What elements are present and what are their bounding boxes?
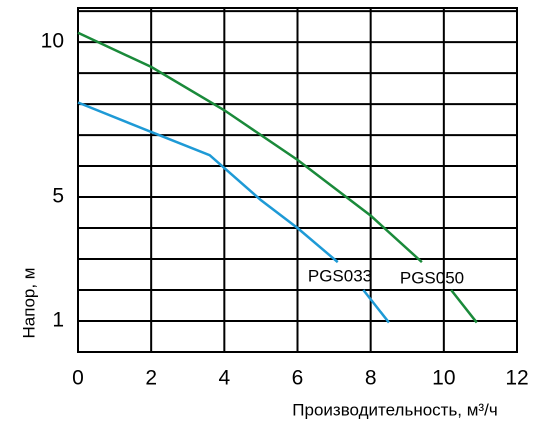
series-label: PGS050: [400, 268, 464, 287]
x-tick-label: 8: [365, 367, 377, 390]
series-label: PGS033: [308, 266, 372, 285]
x-tick-label: 10: [432, 367, 455, 390]
x-tick-label: 12: [505, 367, 528, 390]
series-line: [77, 31, 478, 324]
y-tick-label: 5: [52, 185, 64, 208]
series-line: [77, 101, 390, 324]
x-tick-label: 6: [292, 367, 304, 390]
plot-frame: [77, 7, 518, 353]
x-tick-label: 2: [145, 367, 157, 390]
x-tick-label: 4: [218, 367, 230, 390]
y-tick-label: 10: [41, 30, 64, 53]
x-axis-label: Производительность, м³/ч: [292, 400, 497, 419]
x-tick-label: 0: [72, 367, 84, 390]
y-axis-label: Напор, м: [19, 268, 38, 339]
y-tick-label: 1: [52, 309, 64, 332]
